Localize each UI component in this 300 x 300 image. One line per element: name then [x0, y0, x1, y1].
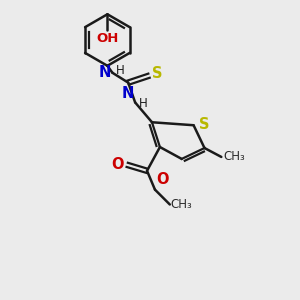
Text: S: S — [199, 117, 209, 132]
Text: O: O — [112, 158, 124, 172]
Text: S: S — [152, 66, 163, 81]
Text: CH₃: CH₃ — [171, 198, 193, 211]
Text: H: H — [116, 64, 125, 77]
Text: O: O — [156, 172, 168, 187]
Text: OH: OH — [96, 32, 118, 45]
Text: N: N — [122, 86, 134, 101]
Text: H: H — [139, 98, 148, 110]
Text: CH₃: CH₃ — [223, 150, 245, 164]
Text: N: N — [99, 65, 111, 80]
